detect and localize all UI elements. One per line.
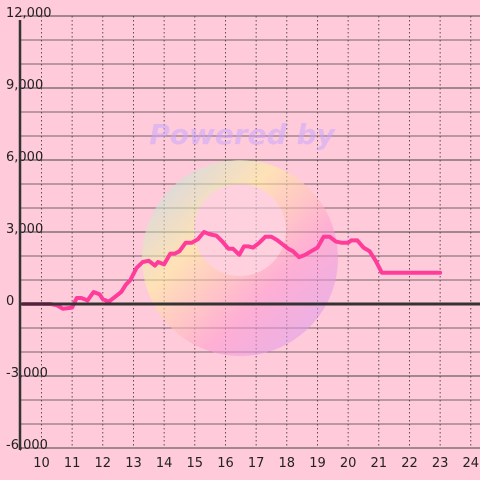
- y-tick-label: 6,000: [6, 150, 43, 165]
- series-layer: [21, 230, 443, 311]
- y-tick-label: 3,000: [6, 222, 43, 237]
- x-tick-label: 11: [64, 456, 81, 471]
- x-tick-label: 10: [33, 456, 50, 471]
- x-tick-label: 16: [217, 456, 234, 471]
- y-tick-label: -3,000: [6, 366, 48, 381]
- x-tick-label: 12: [95, 456, 112, 471]
- x-tick-label: 14: [156, 456, 173, 471]
- x-tick-label: 20: [340, 456, 357, 471]
- series-line: [21, 230, 443, 311]
- y-tick-label: 0: [6, 294, 14, 309]
- x-tick-label: 15: [187, 456, 204, 471]
- x-tick-label: 17: [248, 456, 265, 471]
- x-tick-label: 24: [463, 456, 480, 471]
- x-tick-label: 18: [279, 456, 296, 471]
- x-tick-label: 13: [125, 456, 142, 471]
- x-tick-label: 23: [432, 456, 449, 471]
- x-tick-label: 22: [401, 456, 418, 471]
- x-tick-label: 21: [371, 456, 388, 471]
- y-tick-label: 12,000: [6, 6, 52, 21]
- x-tick-labels: 10 11 12 13 14 15 16 17 18 19 20 21 22 23 24: [33, 456, 479, 471]
- watermark-face-icon: [194, 184, 286, 276]
- y-tick-labels: 12,000 9,000 6,000 3,000 0 -3,000 -6,000: [6, 6, 52, 453]
- y-tick-label: -6,000: [6, 438, 48, 453]
- x-tick-label: 19: [309, 456, 326, 471]
- y-tick-label: 9,000: [6, 78, 43, 93]
- watermark-text: Powered by: [149, 118, 336, 151]
- watermark: Powered by: [142, 118, 338, 356]
